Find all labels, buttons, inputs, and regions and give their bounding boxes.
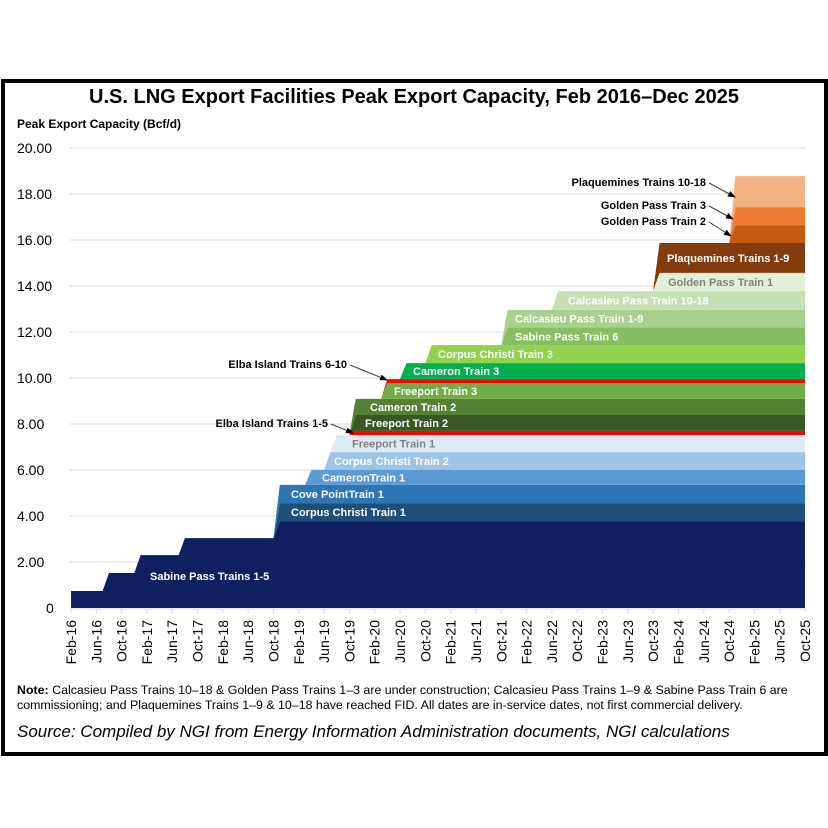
- area-freeport-train-1: [71, 435, 805, 591]
- chart-frame: [1, 79, 828, 756]
- chart-source: Source: Compiled by NGI from Energy Info…: [17, 722, 730, 741]
- x-tick-label: Jun-20: [392, 620, 408, 663]
- x-tick-label: Feb-20: [367, 620, 383, 665]
- x-tick-label: Oct-16: [114, 620, 130, 662]
- series-label-sabine-pass-trains-1-5: Sabine Pass Trains 1-5: [150, 571, 269, 583]
- x-tick-label: Jun-21: [468, 620, 484, 663]
- y-axis-ticks: 0 2.00 4.00 6.00 8.00 10.00 12.00 14.00 16.00 18.…: [17, 140, 54, 616]
- y-tick-label: 2.00: [17, 554, 44, 570]
- series-label-freeport-train-2: Freeport Train 2: [365, 418, 448, 430]
- x-tick-label: Feb-17: [139, 620, 155, 665]
- chart-title: U.S. LNG Export Facilities Peak Export C…: [89, 86, 739, 108]
- series-label-sabine-pass-train-6: Sabine Pass Train 6: [515, 331, 618, 343]
- area-corpus-christi-train-2: [71, 452, 805, 591]
- callout-label-golden-pass-train-3: Golden Pass Train 3: [601, 200, 706, 212]
- series-label-camerontrain-1: CameronTrain 1: [322, 472, 405, 484]
- series-label-cove-pointtrain-1: Cove PointTrain 1: [291, 489, 384, 501]
- x-tick-label: Feb-23: [595, 620, 611, 665]
- x-tick-label: Feb-24: [670, 620, 686, 665]
- callout-label-elba-island-trains-6-10: Elba Island Trains 6-10: [228, 359, 347, 371]
- note-text: Calcasieu Pass Trains 10–18 & Golden Pas…: [17, 683, 788, 712]
- x-tick-label: Oct-18: [265, 620, 281, 662]
- x-tick-label: Oct-22: [569, 620, 585, 662]
- x-tick-label: Feb-21: [443, 620, 459, 665]
- x-tick-label: Jun-16: [88, 620, 104, 663]
- note-prefix: Note:: [17, 683, 49, 697]
- x-tick-label: Oct-20: [417, 620, 433, 662]
- callout-arrow: [708, 205, 734, 220]
- callout-label-elba-island-trains-1-5: Elba Island Trains 1-5: [216, 418, 329, 430]
- area-cove-pointtrain-1: [71, 484, 805, 591]
- x-tick-label: Oct-23: [645, 620, 661, 662]
- x-tick-label: Feb-18: [215, 620, 231, 665]
- series-label-plaquemines-trains-1-9: Plaquemines Trains 1-9: [667, 253, 789, 265]
- callout-arrow: [349, 364, 388, 381]
- area-corpus-christi-train-1: [71, 503, 805, 591]
- area-sabine-pass-trains-1-5: [71, 521, 805, 608]
- y-axis-label: Peak Export Capacity (Bcf/d): [17, 117, 182, 131]
- series-label-freeport-train-1: Freeport Train 1: [352, 439, 435, 451]
- x-tick-label: Jun-25: [772, 620, 788, 663]
- x-tick-label: Feb-16: [63, 620, 79, 665]
- y-tick-label: 20.00: [17, 140, 52, 156]
- x-tick-label: Jun-19: [316, 620, 332, 663]
- x-tick-label: Feb-25: [746, 620, 762, 665]
- series-label-calcasieu-pass-train-1-9: Calcasieu Pass Train 1-9: [515, 314, 643, 326]
- callout-arrow: [708, 182, 736, 198]
- series-label-cameron-train-2: Cameron Train 2: [370, 402, 456, 414]
- x-tick-label: Oct-24: [721, 620, 737, 662]
- x-tick-label: Oct-19: [341, 620, 357, 662]
- series-label-corpus-christi-train-3: Corpus Christi Train 3: [438, 349, 553, 361]
- y-tick-label: 6.00: [17, 462, 44, 478]
- y-tick-label: 14.00: [17, 278, 52, 294]
- y-tick-label: 8.00: [17, 416, 44, 432]
- chart-note: Note: Calcasieu Pass Trains 10–18 & Gold…: [17, 683, 817, 713]
- x-tick-label: Oct-17: [190, 620, 206, 662]
- y-tick-label: 18.00: [17, 186, 52, 202]
- y-tick-label: 10.00: [17, 370, 52, 386]
- x-tick-label: Feb-19: [291, 620, 307, 665]
- x-tick-label: Oct-21: [493, 620, 509, 662]
- x-tick-label: Jun-17: [164, 620, 180, 663]
- series-label-calcasieu-pass-train-10-18: Calcasieu Pass Train 10-18: [568, 295, 709, 307]
- callout-arrow: [708, 221, 732, 237]
- series-label-corpus-christi-train-2: Corpus Christi Train 2: [334, 456, 449, 468]
- x-tick-label: Jun-22: [544, 620, 560, 663]
- y-tick-label: 4.00: [17, 508, 44, 524]
- x-tick-label: Jun-18: [240, 620, 256, 663]
- x-tick-label: Feb-22: [519, 620, 535, 665]
- series-label-corpus-christi-train-1: Corpus Christi Train 1: [291, 507, 406, 519]
- callout-label-plaquemines-trains-10-18: Plaquemines Trains 10-18: [571, 177, 706, 189]
- x-tick-label: Jun-23: [620, 620, 636, 663]
- x-tick-label: Jun-24: [696, 620, 712, 663]
- x-axis-ticks: Feb-16 Jun-16 Oct-16 Feb-17 Jun-17 Oct-17 Feb-…: [63, 609, 813, 664]
- area-camerontrain-1: [71, 470, 805, 591]
- series-label-golden-pass-train-1: Golden Pass Train 1: [668, 277, 773, 289]
- series-label-freeport-train-3: Freeport Train 3: [394, 386, 477, 398]
- y-tick-label: 16.00: [17, 232, 52, 248]
- series-label-cameron-train-3: Cameron Train 3: [413, 366, 499, 378]
- y-tick-label: 12.00: [17, 324, 52, 340]
- series-labels: Sabine Pass Trains 1-5 Corpus Christi Tra…: [150, 177, 789, 583]
- x-tick-label: Oct-25: [797, 620, 813, 662]
- y-tick-label: 0: [46, 600, 54, 616]
- callout-label-golden-pass-train-2: Golden Pass Train 2: [601, 216, 706, 228]
- callout-arrow: [330, 423, 354, 434]
